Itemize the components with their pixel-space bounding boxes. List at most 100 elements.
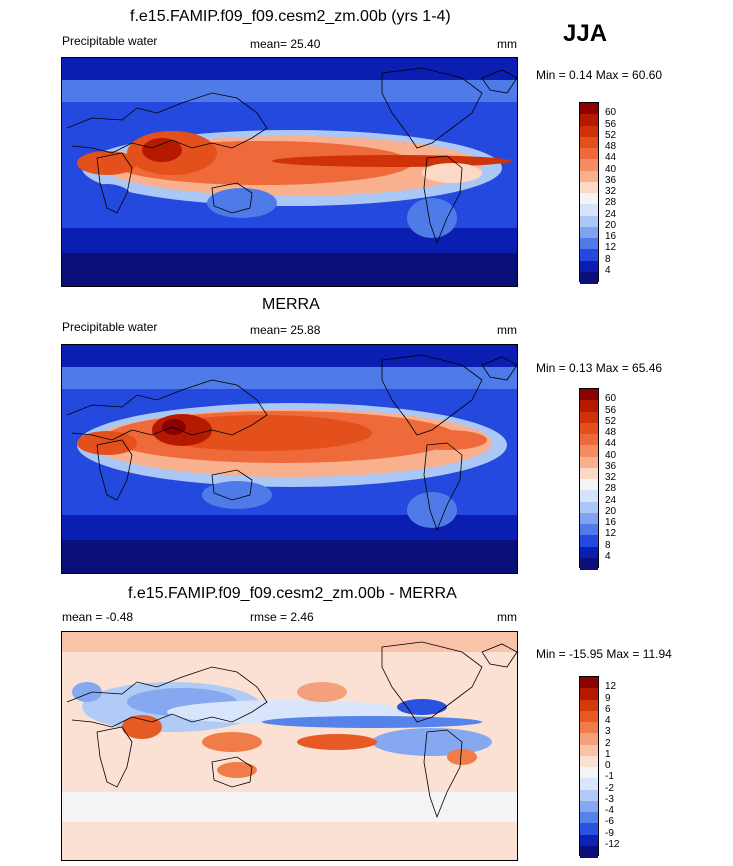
panel2-title: MERRA <box>262 296 320 313</box>
panel2-variable-label: Precipitable water <box>62 320 158 334</box>
colorbar-tick-label: -9 <box>605 827 614 839</box>
colorbar-tick-label: 40 <box>605 163 617 175</box>
colorbar-swatch <box>580 490 598 502</box>
colorbar-swatch <box>580 114 598 126</box>
colorbar-swatch <box>580 778 598 790</box>
colorbar-tick-label: -3 <box>605 793 614 805</box>
colorbar-tick-label: -4 <box>605 805 614 816</box>
colorbar-swatch <box>580 467 598 480</box>
panel3-mean: mean = -0.48 <box>62 610 134 624</box>
colorbar-swatch <box>580 834 598 847</box>
colorbar-tick-label: 1 <box>605 748 611 760</box>
season-label: JJA <box>563 20 608 47</box>
colorbar-swatch <box>580 789 598 802</box>
panel2-mean: mean= 25.88 <box>250 323 321 337</box>
colorbar-tick-label: 4 <box>605 264 611 276</box>
colorbar-swatch <box>580 159 598 171</box>
colorbar-swatch <box>580 434 598 446</box>
colorbar-swatch <box>580 422 598 435</box>
panel1-minmax: Min = 0.14 Max = 60.60 <box>536 68 663 82</box>
colorbar-tick-label: 8 <box>605 253 611 265</box>
colorbar-tick-label: 40 <box>605 449 617 461</box>
colorbar-swatch <box>580 271 598 284</box>
colorbar-swatch <box>580 722 598 734</box>
colorbar-swatch <box>580 501 598 514</box>
colorbar-swatch <box>580 546 598 559</box>
colorbar-tick-label: 36 <box>605 460 617 472</box>
colorbar-tick-label: -6 <box>605 816 614 828</box>
colorbar-tick-label: 44 <box>605 152 617 164</box>
colorbar-swatch <box>580 445 598 457</box>
colorbar-swatch <box>580 479 598 491</box>
colorbar-swatch <box>580 557 598 570</box>
panel1-mean: mean= 25.40 <box>250 37 321 51</box>
colorbar-tick-label: 16 <box>605 517 617 528</box>
colorbar-tick-label: 52 <box>605 415 617 427</box>
colorbar-swatch <box>580 699 598 712</box>
panel2-colorbar-swatches <box>579 388 599 570</box>
panel1-colorbar: 60 56 52 48 44 40 36 32 28 24 20 16 12 8 4 <box>579 102 616 284</box>
panel3-minmax: Min = -15.95 Max = 11.94 <box>536 647 672 661</box>
colorbar-tick-label: 32 <box>605 186 617 197</box>
colorbar-swatch <box>580 767 598 779</box>
colorbar-swatch <box>580 688 598 700</box>
colorbar-swatch <box>580 524 598 536</box>
colorbar-tick-label: 12 <box>605 528 617 540</box>
colorbar-tick-label: -12 <box>605 838 620 850</box>
colorbar-tick-label: 48 <box>605 427 617 438</box>
colorbar-swatch <box>580 125 598 138</box>
colorbar-swatch <box>580 170 598 183</box>
colorbar-swatch <box>580 845 598 858</box>
colorbar-tick-label: 9 <box>605 692 611 704</box>
colorbar-tick-label: 3 <box>605 726 611 738</box>
colorbar-tick-label: 2 <box>605 737 611 749</box>
colorbar-swatch <box>580 181 598 194</box>
colorbar-swatch <box>580 193 598 205</box>
colorbar-tick-label: -1 <box>605 771 614 783</box>
colorbar-tick-label: 16 <box>605 231 617 242</box>
panel1-units: mm <box>497 37 517 51</box>
colorbar-swatch <box>580 238 598 250</box>
panel2-units: mm <box>497 323 517 337</box>
colorbar-tick-label: 4 <box>605 550 611 562</box>
panel3-colorbar: 12 9 6 4 3 2 1 0 -1 -2 -3 -4 -6 -9 -12 <box>579 676 619 858</box>
colorbar-tick-label: 8 <box>605 539 611 551</box>
colorbar-swatch <box>580 535 598 547</box>
colorbar-swatch <box>580 677 598 689</box>
colorbar-swatch <box>580 733 598 745</box>
colorbar-swatch <box>580 136 598 149</box>
colorbar-tick-label: 20 <box>605 505 617 517</box>
panel1-title: f.e15.FAMIP.f09_f09.cesm2_zm.00b (yrs 1-… <box>130 8 451 25</box>
colorbar-tick-label: 44 <box>605 438 617 450</box>
panel1-field <box>62 58 517 286</box>
colorbar-tick-label: 56 <box>605 118 617 130</box>
colorbar-swatch <box>580 389 598 401</box>
colorbar-swatch <box>580 204 598 216</box>
colorbar-tick-label: 60 <box>605 393 617 405</box>
panel2-map <box>61 344 518 574</box>
colorbar-swatch <box>580 456 598 469</box>
colorbar-tick-label: 28 <box>605 197 617 209</box>
colorbar-tick-label: 56 <box>605 404 617 416</box>
colorbar-tick-label: 6 <box>605 703 611 715</box>
colorbar-swatch <box>580 260 598 273</box>
panel2-minmax: Min = 0.13 Max = 65.46 <box>536 361 663 375</box>
colorbar-tick-label: 36 <box>605 174 617 186</box>
colorbar-swatch <box>580 744 598 757</box>
colorbar-swatch <box>580 800 598 813</box>
panel3-map <box>61 631 518 861</box>
colorbar-tick-label: 60 <box>605 107 617 119</box>
panel3-colorbar-swatches <box>579 676 599 858</box>
panel3-rmse: rmse = 2.46 <box>250 610 314 624</box>
colorbar-swatch <box>580 400 598 412</box>
colorbar-swatch <box>580 755 598 768</box>
colorbar-tick-label: 52 <box>605 129 617 141</box>
colorbar-tick-label: 12 <box>605 242 617 254</box>
panel2-colorbar: 60 56 52 48 44 40 36 32 28 24 20 16 12 8 4 <box>579 388 616 570</box>
colorbar-swatch <box>580 226 598 239</box>
panel3-title: f.e15.FAMIP.f09_f09.cesm2_zm.00b - MERRA <box>128 585 457 602</box>
colorbar-tick-label: 12 <box>605 681 617 693</box>
panel3-units: mm <box>497 610 517 624</box>
colorbar-tick-label: 28 <box>605 483 617 495</box>
panel1-map <box>61 57 518 287</box>
